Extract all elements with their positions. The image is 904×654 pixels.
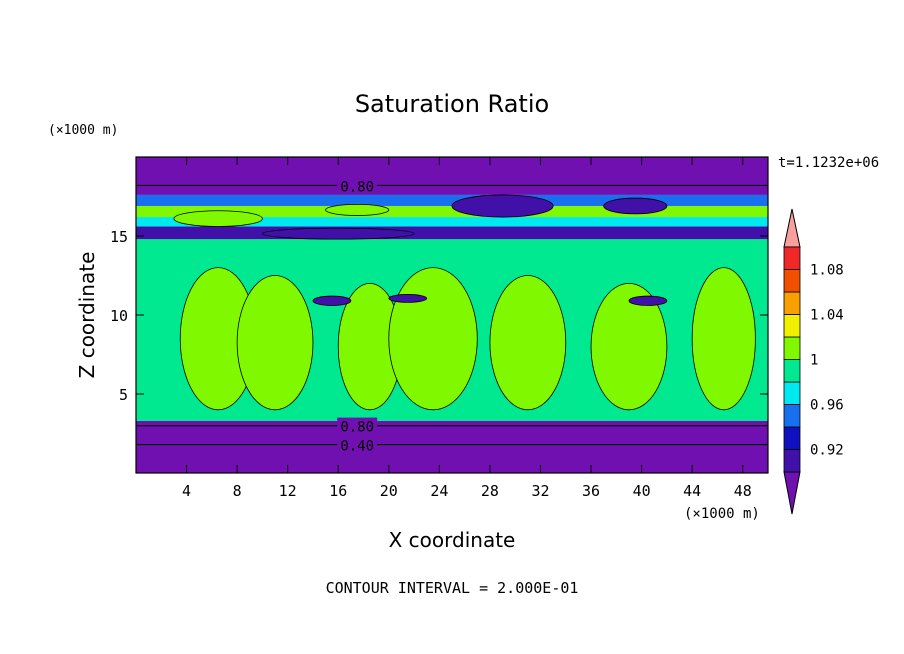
contour-label-bg [337, 177, 378, 194]
chart-title: Saturation Ratio [355, 90, 549, 118]
heatmap-region [451, 194, 554, 218]
x-tick-label: 24 [430, 482, 448, 500]
heatmap-band [136, 217, 768, 227]
y-axis: 5 10 15 [110, 228, 768, 404]
heatmap-region [691, 267, 756, 411]
x-axis: 4 8 12 16 20 24 28 32 36 40 44 48 [182, 157, 752, 500]
plot-area: 0.80 0.80 0.40 [135, 156, 769, 474]
x-tick-label: 36 [582, 482, 600, 500]
colorbar-segment [783, 246, 801, 270]
y-tick-label: 5 [119, 386, 128, 404]
colorbar-under-triangle [783, 471, 801, 515]
x-tick-label: 28 [481, 482, 499, 500]
x-tick-label: 32 [531, 482, 549, 500]
heatmap-region [312, 295, 352, 306]
heatmap-region [603, 197, 668, 215]
heatmap-region [590, 282, 668, 411]
x-tick-label: 12 [279, 482, 297, 500]
heatmap-band [136, 420, 768, 473]
colorbar-segment [783, 404, 801, 428]
heatmap-band [136, 194, 768, 206]
colorbar-label: 1.08 [810, 263, 844, 279]
contour-label-bg [337, 436, 378, 453]
contour-label-bg [337, 417, 378, 434]
colorbar-label: 1 [810, 353, 818, 369]
heatmap-region [236, 275, 314, 411]
contour-interval-footer: CONTOUR INTERVAL = 2.000E-01 [326, 579, 579, 597]
colorbar-segment [783, 291, 801, 315]
colorbar-segment [783, 314, 801, 338]
heatmap-region [325, 203, 390, 216]
y-axis-title: Z coordinate [75, 252, 99, 379]
x-tick-label: 8 [233, 482, 242, 500]
x-axis-title: X coordinate [389, 528, 516, 552]
x-tick-label: 40 [633, 482, 651, 500]
heatmap-band [136, 157, 768, 195]
x-unit-label: (×1000 m) [684, 506, 760, 522]
heatmap-band [136, 226, 768, 240]
heatmap-band [136, 205, 768, 218]
x-tick-label: 44 [683, 482, 701, 500]
colorbar-label: 0.92 [810, 443, 844, 459]
time-label: t=1.1232e+06 [778, 155, 879, 171]
heatmap-region [489, 275, 567, 411]
heatmap-region [388, 267, 478, 411]
heatmap-region [388, 294, 428, 303]
contour-label: 0.80 [340, 420, 374, 436]
y-tick-label: 15 [110, 228, 128, 246]
colorbar-segment [783, 359, 801, 383]
y-unit-label: (×1000 m) [48, 123, 118, 138]
colorbar-segment [783, 269, 801, 293]
heatmap-region [628, 295, 668, 306]
colorbar-segment [783, 449, 801, 473]
contour-label: 0.40 [340, 439, 374, 455]
colorbar: 0.92 0.96 1 1.04 1.08 [783, 208, 844, 515]
colorbar-label: 0.96 [810, 398, 844, 414]
colorbar-segment [783, 336, 801, 360]
contour-label: 0.80 [340, 179, 374, 195]
x-tick-label: 20 [380, 482, 398, 500]
x-tick-label: 48 [734, 482, 752, 500]
colorbar-label: 1.04 [810, 308, 844, 324]
x-tick-label: 16 [329, 482, 347, 500]
x-tick-label: 4 [182, 482, 191, 500]
heatmap-region [173, 210, 263, 227]
colorbar-segment [783, 426, 801, 450]
heatmap-region [261, 227, 415, 240]
colorbar-over-triangle [783, 208, 801, 248]
y-tick-label: 10 [110, 307, 128, 325]
colorbar-segment [783, 381, 801, 405]
